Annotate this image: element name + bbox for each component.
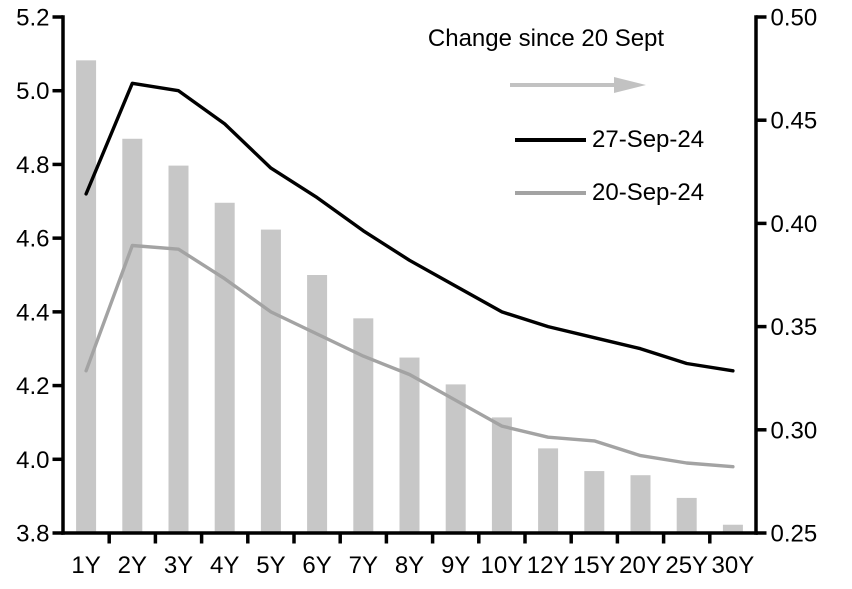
legend-label-20-sep: 20-Sep-24 — [592, 179, 705, 206]
x-tick-label-20Y: 20Y — [619, 552, 662, 579]
left-tick-label-4.8: 4.8 — [16, 152, 49, 179]
bar-1Y — [76, 60, 97, 534]
x-tick-label-6Y: 6Y — [302, 552, 331, 579]
legend-line-swatch-black — [515, 138, 586, 142]
right-tick-label-0.25: 0.25 — [771, 521, 818, 548]
x-tick-label-5Y: 5Y — [256, 552, 285, 579]
x-tick-label-15Y: 15Y — [573, 552, 616, 579]
bar-30Y — [722, 524, 743, 533]
legend-label-27-sep: 27-Sep-24 — [592, 126, 705, 153]
x-tick-label-3Y: 3Y — [164, 552, 193, 579]
left-tick-label-3.8: 3.8 — [16, 521, 49, 548]
bar-9Y — [445, 384, 466, 533]
right-tick-label-0.40: 0.40 — [771, 211, 818, 238]
bar-25Y — [676, 497, 697, 533]
x-tick-label-4Y: 4Y — [210, 552, 239, 579]
left-tick-label-4.4: 4.4 — [16, 299, 49, 326]
bar-15Y — [584, 471, 605, 533]
x-tick-label-2Y: 2Y — [118, 552, 147, 579]
bar-12Y — [538, 448, 559, 533]
x-tick-label-10Y: 10Y — [481, 552, 524, 579]
left-tick-label-5.2: 5.2 — [16, 5, 49, 32]
bar-5Y — [260, 229, 281, 534]
bar-3Y — [168, 165, 189, 533]
bar-4Y — [214, 202, 235, 533]
bar-7Y — [353, 318, 374, 533]
left-tick-label-4.6: 4.6 — [16, 226, 49, 253]
x-tick-label-30Y: 30Y — [712, 552, 755, 579]
x-tick-label-7Y: 7Y — [349, 552, 378, 579]
x-tick-label-8Y: 8Y — [395, 552, 424, 579]
left-tick-label-4.0: 4.0 — [16, 447, 49, 474]
bar-2Y — [122, 138, 143, 533]
change-arrow-icon — [510, 77, 646, 93]
bar-6Y — [307, 275, 328, 533]
line-27-Sep-24 — [84, 81, 735, 373]
bar-8Y — [399, 357, 420, 533]
x-tick-label-9Y: 9Y — [441, 552, 470, 579]
right-tick-label-0.50: 0.50 — [771, 5, 818, 32]
line-20-Sep-24 — [84, 243, 735, 469]
x-tick-label-12Y: 12Y — [527, 552, 570, 579]
bar-10Y — [491, 417, 512, 533]
x-tick-label-1Y: 1Y — [71, 552, 100, 579]
right-tick-label-0.35: 0.35 — [771, 314, 818, 341]
legend-title: Change since 20 Sept — [427, 25, 665, 52]
right-tick-label-0.45: 0.45 — [771, 108, 818, 135]
bar-20Y — [630, 475, 651, 533]
left-tick-label-5.0: 5.0 — [16, 78, 49, 105]
x-tick-label-25Y: 25Y — [665, 552, 708, 579]
left-tick-label-4.2: 4.2 — [16, 373, 49, 400]
legend-line-swatch-gray — [515, 191, 586, 195]
right-tick-label-0.30: 0.30 — [771, 417, 818, 444]
